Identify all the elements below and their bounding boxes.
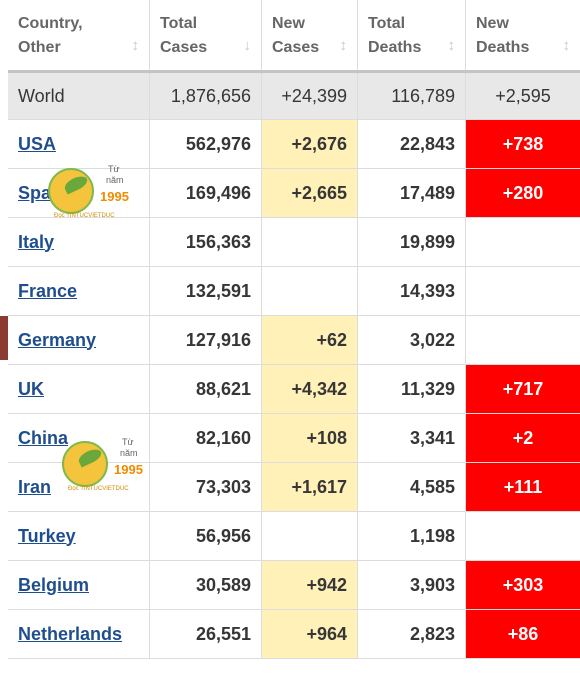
total-deaths-cell: 19,899 [358,218,466,266]
country-cell[interactable]: Netherlands [8,610,150,658]
new-deaths-cell: +717 [466,365,580,413]
world-total-cases: 1,876,656 [150,73,262,119]
total-cases-cell: 127,916 [150,316,262,364]
table-header: Country, Other ↕ Total Cases ↓ New Cases ↕ … [8,0,580,73]
new-deaths-cell: +303 [466,561,580,609]
new-deaths-cell [466,267,580,315]
country-cell[interactable]: Germany [8,316,150,364]
new-cases-cell: +108 [262,414,358,462]
sort-icon: ↕ [339,37,348,54]
sort-icon: ↓ [243,37,252,54]
total-deaths-cell: 11,329 [358,365,466,413]
table-row: Netherlands 26,551 +964 2,823 +86 [8,610,580,659]
total-deaths-cell: 3,903 [358,561,466,609]
total-deaths-cell: 17,489 [358,169,466,217]
world-row: World 1,876,656 +24,399 116,789 +2,595 [8,73,580,120]
new-deaths-cell: +280 [466,169,580,217]
total-cases-cell: 30,589 [150,561,262,609]
sort-icon: ↕ [562,37,571,54]
country-cell[interactable]: Belgium [8,561,150,609]
world-label: World [8,73,150,119]
total-cases-cell: 562,976 [150,120,262,168]
new-deaths-cell: +738 [466,120,580,168]
new-deaths-cell: +2 [466,414,580,462]
total-deaths-cell: 1,198 [358,512,466,560]
new-cases-cell: +62 [262,316,358,364]
new-cases-cell: +2,665 [262,169,358,217]
table-row: UK 88,621 +4,342 11,329 +717 [8,365,580,414]
new-cases-cell: +942 [262,561,358,609]
new-deaths-cell: +86 [466,610,580,658]
new-cases-cell [262,218,358,266]
country-cell[interactable]: USA [8,120,150,168]
total-deaths-cell: 2,823 [358,610,466,658]
new-deaths-cell [466,218,580,266]
new-cases-cell [262,267,358,315]
total-cases-cell: 132,591 [150,267,262,315]
table-row: Belgium 30,589 +942 3,903 +303 [8,561,580,610]
new-deaths-cell: +111 [466,463,580,511]
world-new-deaths: +2,595 [495,85,551,106]
total-deaths-cell: 3,341 [358,414,466,462]
sort-icon: ↕ [447,37,456,54]
left-edge-marker [0,316,8,360]
total-cases-cell: 88,621 [150,365,262,413]
watermark-logo: Từ năm 1995 Đọc TINTUCVIETDUC [48,160,138,230]
country-cell[interactable]: China [8,414,150,462]
new-cases-cell [262,512,358,560]
header-country[interactable]: Country, Other ↕ [8,0,150,70]
new-cases-cell: +964 [262,610,358,658]
total-deaths-cell: 3,022 [358,316,466,364]
sort-icon: ↕ [131,37,140,54]
total-cases-cell: 26,551 [150,610,262,658]
total-deaths-cell: 22,843 [358,120,466,168]
country-cell[interactable]: Turkey [8,512,150,560]
total-deaths-cell: 14,393 [358,267,466,315]
total-cases-cell: 73,303 [150,463,262,511]
header-total-deaths[interactable]: Total Deaths ↕ [358,0,466,70]
new-cases-cell: +1,617 [262,463,358,511]
table-row: Italy 156,363 19,899 [8,218,580,267]
world-new-cases: +24,399 [262,73,358,119]
table-row: China 82,160 +108 3,341 +2 [8,414,580,463]
watermark-logo: Từ năm 1995 Đọc TINTUCVIETDUC [62,433,152,503]
table-row: USA 562,976 +2,676 22,843 +738 [8,120,580,169]
total-deaths-cell: 4,585 [358,463,466,511]
country-cell[interactable]: Iran [8,463,150,511]
world-total-deaths: 116,789 [358,73,466,119]
table-row: Turkey 56,956 1,198 [8,512,580,561]
header-total-cases[interactable]: Total Cases ↓ [150,0,262,70]
covid-table: Country, Other ↕ Total Cases ↓ New Cases ↕ … [8,0,580,659]
table-row: Germany 127,916 +62 3,022 [8,316,580,365]
table-row: Iran 73,303 +1,617 4,585 +111 [8,463,580,512]
new-cases-cell: +4,342 [262,365,358,413]
total-cases-cell: 169,496 [150,169,262,217]
country-cell[interactable]: UK [8,365,150,413]
new-cases-cell: +2,676 [262,120,358,168]
total-cases-cell: 82,160 [150,414,262,462]
header-new-cases[interactable]: New Cases ↕ [262,0,358,70]
header-new-deaths[interactable]: New Deaths ↕ [476,15,571,56]
country-cell[interactable]: France [8,267,150,315]
total-cases-cell: 156,363 [150,218,262,266]
total-cases-cell: 56,956 [150,512,262,560]
country-cell[interactable]: Italy [8,218,150,266]
new-deaths-cell [466,316,580,364]
table-row: France 132,591 14,393 [8,267,580,316]
new-deaths-cell [466,512,580,560]
